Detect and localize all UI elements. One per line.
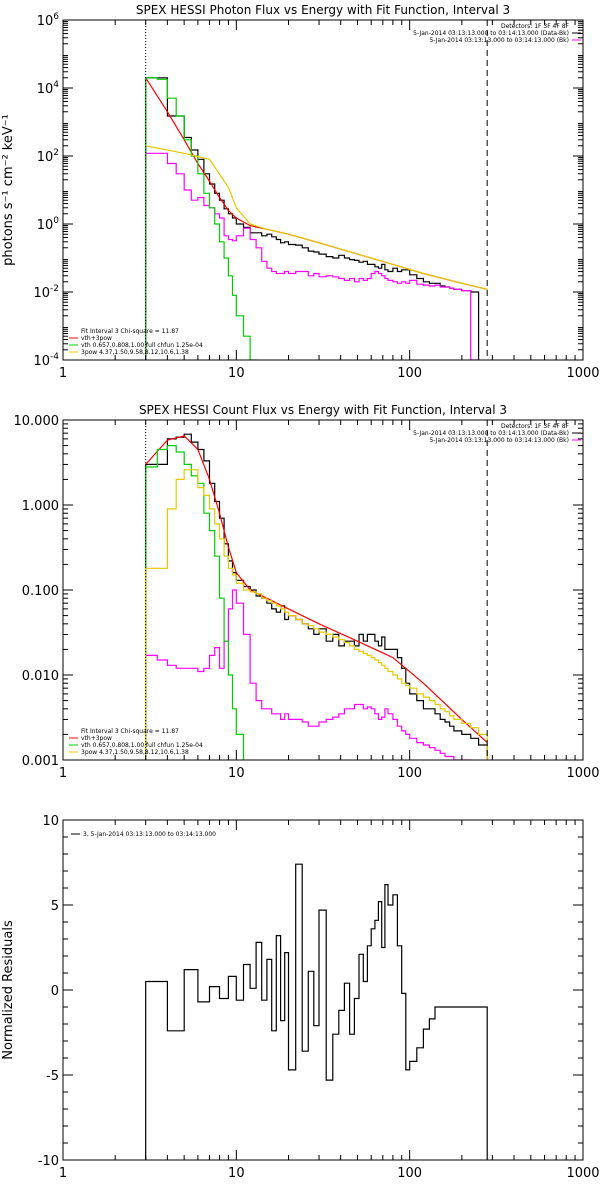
legend-text: vth 0.657,0.808,1.00 full chfun 1.25e-04 [81,742,203,749]
y-tick-label: 0.001 [22,754,59,769]
y-tick-label: 106 [37,12,60,29]
series-group [145,433,488,760]
series-line-5 [145,145,488,290]
y-tick-label: 104 [37,80,60,97]
x-tick-label: 1 [59,766,67,781]
y-tick-exponent: 2 [53,148,59,158]
chart-panel-3: 1 10 100 1000 -10 -5 0 5 10 Normalized Residuals 3… [1,814,600,1181]
x-tick-label: 100 [397,366,422,381]
x-tick-label: 10 [228,1166,245,1181]
y-tick-label: 0.010 [22,669,59,684]
series-line-1 [145,433,488,760]
x-tick-label: 10 [228,766,245,781]
y-tick-exponent: 4 [53,80,59,90]
legend-text: vth 0.657,0.808,1.00 full chfun 1.25e-04 [81,342,203,349]
legend-text: Detectors: 1F 3F 4F 8F [501,423,570,430]
chart-panel-1: SPEX HESSI Photon Flux vs Energy with Fi… [1,3,600,381]
legend-text: 3pow 4.37,1.50,9.58,8.12,10.6,1.38 [81,349,189,356]
legend-text: 5-Jan-2014 03:13:13.000 to 03:14:13.000 … [413,30,569,37]
y-tick-label: 5 [51,899,59,914]
series-line-4 [145,445,245,760]
x-tick-label: 1000 [566,766,599,781]
x-tick-label: 1 [59,366,67,381]
chart-panel-2: SPEX HESSI Count Flux vs Energy with Fit… [14,403,600,781]
series-line-1 [145,77,480,360]
series-line-1 [145,863,488,1160]
y-tick-exponent: 0 [53,216,59,226]
y-tick-label: -5 [46,1069,59,1084]
y-tick-exponent: 6 [53,12,59,22]
series-group [145,863,488,1160]
series-line-2 [145,152,480,360]
chart-title: SPEX HESSI Photon Flux vs Energy with Fi… [136,3,510,17]
legend-text: Detectors: 1F 3F 4F 8F [501,23,570,30]
series-group [145,77,488,360]
legend-text: Fit Interval 3 Chi-square = 11.87 [81,328,179,335]
legend-text: Fit Interval 3 Chi-square = 11.87 [81,728,179,735]
y-tick-label: 1.000 [22,499,59,514]
x-tick-label: 100 [397,766,422,781]
legend-text: 5-Jan-2014 03:13:13.000 to 03:14:13.000 … [413,430,569,437]
y-axis-label: photons s⁻¹ cm⁻² keV⁻¹ [1,114,16,266]
y-tick-base: 10 [37,150,54,165]
legend-text: vth+3pow [81,735,112,742]
y-tick-base: 10 [33,354,50,369]
y-tick-exponent: -2 [50,284,59,294]
legend-text: vth+3pow [81,335,112,342]
x-tick-label: 100 [397,1166,422,1181]
legend-text: 5-Jan-2014 03:13:13.000 to 03:14:13.000 … [429,437,569,444]
x-tick-label: 1000 [566,366,599,381]
x-tick-label: 1 [59,1166,67,1181]
y-tick-label: 102 [37,148,59,165]
y-tick-label: 10 [42,814,59,829]
plot-frame [62,19,584,361]
y-tick-base: 10 [37,14,54,29]
series-line-4 [145,77,257,360]
y-tick-label: 10-4 [33,352,59,369]
y-tick-base: 10 [37,218,54,233]
y-axis-label: Normalized Residuals [1,920,16,1060]
legend-text: 3pow 4.37,1.50,9.58,8.12,10.6,1.38 [81,749,189,756]
legend-text: 3, 5-Jan-2014 03:13:13.000 to 03:14:13.0… [83,831,216,838]
x-tick-label: 10 [228,366,245,381]
x-tick-label: 1000 [566,1166,599,1181]
y-tick-label: 0 [51,984,59,999]
series-line-2 [145,589,472,760]
y-tick-label: -10 [38,1154,59,1169]
series-line-5 [145,469,488,760]
y-tick-label: 10-2 [33,284,59,301]
y-tick-exponent: -4 [50,352,59,362]
y-tick-base: 10 [33,286,50,301]
y-tick-base: 10 [37,82,54,97]
y-tick-label: 100 [37,216,60,233]
chart-title: SPEX HESSI Count Flux vs Energy with Fit… [139,403,507,417]
y-tick-label: 0.100 [22,584,59,599]
legend-text: 5-Jan-2014 03:13:13.000 to 03:14:13.000 … [429,37,569,44]
y-tick-label: 10.000 [14,414,60,429]
